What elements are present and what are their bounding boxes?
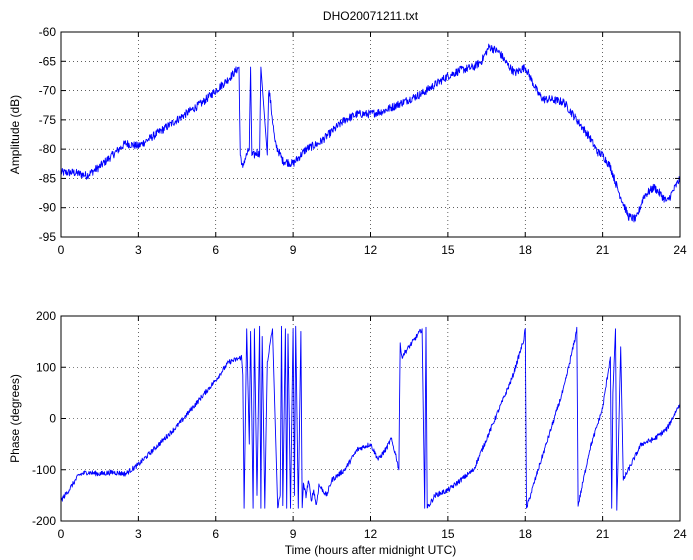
amplitude-x-tick-label: 9 bbox=[290, 243, 297, 257]
phase-series-line bbox=[60, 325, 681, 511]
phase-series-path bbox=[60, 325, 681, 511]
amplitude-y-axis-label: Amplitude (dB) bbox=[8, 95, 22, 174]
amplitude-y-tick-label: -90 bbox=[39, 201, 57, 215]
amplitude-x-tick-label: 6 bbox=[212, 243, 219, 257]
amplitude-x-tick-label: 3 bbox=[135, 243, 142, 257]
amplitude-y-tick-label: -70 bbox=[39, 84, 57, 98]
phase-y-axis-label: Phase (degrees) bbox=[8, 374, 22, 463]
time-x-axis-label: Time (hours after midnight UTC) bbox=[285, 543, 457, 557]
phase-x-tick-label: 3 bbox=[135, 527, 142, 541]
phase-x-tick-label: 6 bbox=[212, 527, 219, 541]
phase-y-tick-label: 0 bbox=[49, 412, 56, 426]
amplitude-y-tick-label: -60 bbox=[39, 25, 57, 39]
phase-x-tick-label: 0 bbox=[58, 527, 65, 541]
amplitude-x-tick-label: 21 bbox=[596, 243, 610, 257]
phase-axes: 0 3 6 9 12 15 18 21 24 -200 -100 0 100 200 Time (hour… bbox=[8, 309, 687, 557]
amplitude-x-tick-label: 24 bbox=[673, 243, 687, 257]
amplitude-y-tick-label: -85 bbox=[39, 171, 57, 185]
amplitude-series-path bbox=[60, 43, 681, 223]
amplitude-x-tick-label: 12 bbox=[364, 243, 378, 257]
chart-title: DHO20071211.txt bbox=[323, 9, 419, 23]
amplitude-axes: 0 3 6 9 12 15 18 21 24 -95 -90 -85 -80 -75 -70 -65 -60 D… bbox=[8, 9, 687, 257]
phase-y-tick-label: -100 bbox=[32, 463, 56, 477]
amplitude-y-tick-label: -75 bbox=[39, 113, 57, 127]
amplitude-x-tick-label: 15 bbox=[441, 243, 455, 257]
phase-x-tick-label: 18 bbox=[519, 527, 533, 541]
amplitude-y-tick-label: -65 bbox=[39, 54, 57, 68]
phase-x-tick-label: 21 bbox=[596, 527, 610, 541]
phase-y-tick-label: -200 bbox=[32, 514, 56, 528]
amplitude-x-tick-label: 0 bbox=[58, 243, 65, 257]
amplitude-ticks: 0 3 6 9 12 15 18 21 24 -95 -90 -85 -80 -75 -70 -65 -60 bbox=[39, 25, 687, 257]
amplitude-y-tick-label: -80 bbox=[39, 142, 57, 156]
phase-x-tick-label: 24 bbox=[673, 527, 687, 541]
amplitude-y-tick-label: -95 bbox=[39, 230, 57, 244]
phase-y-tick-label: 200 bbox=[36, 309, 56, 323]
phase-y-tick-label: 100 bbox=[36, 360, 56, 374]
amplitude-x-tick-label: 18 bbox=[519, 243, 533, 257]
phase-x-tick-label: 9 bbox=[290, 527, 297, 541]
amplitude-series-line bbox=[60, 43, 681, 223]
phase-ticks: 0 3 6 9 12 15 18 21 24 -200 -100 0 100 200 bbox=[32, 309, 687, 541]
phase-x-tick-label: 15 bbox=[441, 527, 455, 541]
phase-x-tick-label: 12 bbox=[364, 527, 378, 541]
